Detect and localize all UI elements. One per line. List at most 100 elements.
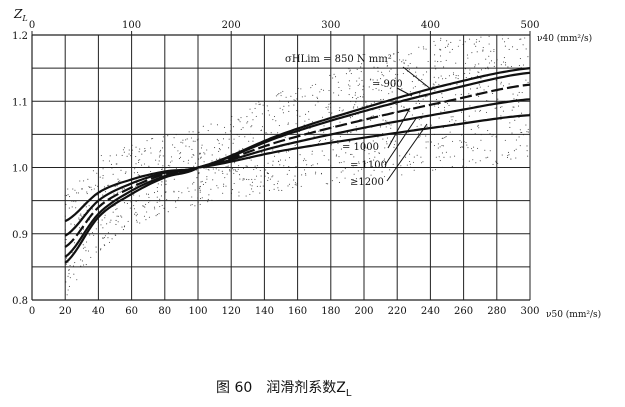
stipple-dot — [285, 151, 288, 153]
stipple-dot — [67, 188, 69, 190]
stipple-dot — [288, 110, 290, 113]
stipple-dot — [372, 79, 374, 81]
stipple-dot — [513, 150, 515, 152]
stipple-dot — [351, 115, 353, 117]
stipple-dot — [372, 115, 374, 117]
stipple-dot — [141, 153, 143, 155]
stipple-dot — [251, 185, 253, 187]
stipple-dot — [259, 192, 261, 194]
stipple-dot — [338, 162, 340, 164]
stipple-dot — [165, 191, 167, 193]
stipple-dot — [75, 192, 78, 194]
stipple-dot — [408, 69, 410, 71]
stipple-dot — [191, 203, 193, 206]
stipple-dot — [372, 140, 374, 142]
stipple-dot — [246, 165, 248, 167]
stipple-dot — [199, 186, 201, 188]
stipple-dot — [419, 92, 421, 95]
label-900: = 900 — [372, 79, 403, 90]
stipple-dot — [395, 134, 397, 136]
stipple-dot — [102, 168, 104, 170]
stipple-dot — [301, 96, 303, 98]
stipple-dot — [296, 109, 298, 112]
stipple-dot — [210, 123, 212, 125]
leader-850 — [402, 66, 433, 91]
stipple-dot — [361, 168, 363, 170]
stipple-dot — [256, 185, 258, 187]
stipple-dot — [103, 237, 105, 239]
stipple-dot — [439, 55, 441, 57]
stipple-dot — [280, 95, 282, 97]
stipple-dot — [441, 137, 443, 139]
stipple-dot — [216, 158, 218, 160]
stipple-dot — [361, 79, 363, 81]
stipple-dot — [427, 141, 429, 143]
stipple-dot — [426, 96, 428, 98]
stipple-dot — [393, 83, 396, 85]
stipple-dot — [154, 208, 156, 210]
stipple-dot — [260, 175, 262, 177]
stipple-dot — [491, 135, 493, 137]
label-1200: ≥1200 — [350, 177, 384, 188]
stipple-dot — [73, 200, 75, 202]
stipple-dot — [153, 192, 156, 194]
stipple-dot — [115, 223, 117, 226]
stipple-dot — [267, 162, 269, 164]
stipple-dot — [67, 289, 69, 291]
stipple-dot — [208, 194, 210, 196]
stipple-dot — [391, 79, 393, 81]
stipple-dot — [135, 200, 137, 203]
stipple-dot — [277, 180, 279, 182]
stipple-dot — [303, 158, 305, 160]
stipple-dot — [512, 106, 514, 108]
stipple-dot — [509, 126, 511, 129]
stipple-dot — [116, 215, 118, 217]
stipple-dot — [112, 211, 114, 213]
stipple-dot — [470, 148, 473, 150]
stipple-dot — [444, 137, 446, 139]
stipple-dot — [294, 144, 296, 147]
stipple-dot — [384, 147, 386, 149]
x-tick-bottom: 220 — [388, 306, 407, 317]
stipple-dot — [200, 156, 202, 158]
annotations: σHLim = 850 N mm² = 900 = 1000 = 1100 ≥1… — [285, 54, 433, 188]
stipple-dot — [238, 174, 241, 176]
stipple-dot — [437, 61, 439, 63]
stipple-dot — [268, 189, 270, 191]
stipple-dot — [115, 209, 117, 211]
stipple-dot — [393, 146, 395, 148]
stipple-dot — [332, 149, 334, 151]
stipple-dot — [328, 159, 330, 161]
stipple-dot — [395, 73, 397, 75]
stipple-dot — [336, 177, 338, 179]
stipple-dot — [67, 269, 70, 271]
stipple-dot — [85, 264, 87, 266]
stipple-dot — [78, 217, 80, 219]
stipple-dot — [193, 181, 195, 183]
stipple-dot — [255, 103, 257, 105]
stipple-dot — [219, 157, 221, 159]
stipple-dot — [433, 40, 435, 42]
stipple-dot — [99, 249, 102, 251]
stipple-dot — [275, 95, 277, 97]
stipple-dot — [478, 40, 480, 42]
stipple-dot — [296, 184, 298, 186]
stipple-dot — [406, 164, 408, 166]
stipple-dot — [525, 124, 527, 126]
stipple-dot — [364, 162, 366, 165]
stipple-dot — [66, 294, 68, 296]
stipple-dot — [328, 111, 330, 113]
stipple-dot — [495, 160, 497, 162]
stipple-dot — [497, 162, 499, 164]
stipple-dot — [282, 112, 284, 114]
stipple-dot — [443, 66, 445, 68]
stipple-dot — [143, 150, 145, 152]
stipple-dot — [409, 62, 411, 65]
stipple-dot — [178, 158, 180, 160]
stipple-dot — [242, 178, 244, 180]
stipple-dot — [434, 105, 436, 107]
stipple-dot — [438, 83, 440, 85]
stipple-dot — [519, 38, 521, 40]
stipple-dot — [358, 161, 360, 163]
